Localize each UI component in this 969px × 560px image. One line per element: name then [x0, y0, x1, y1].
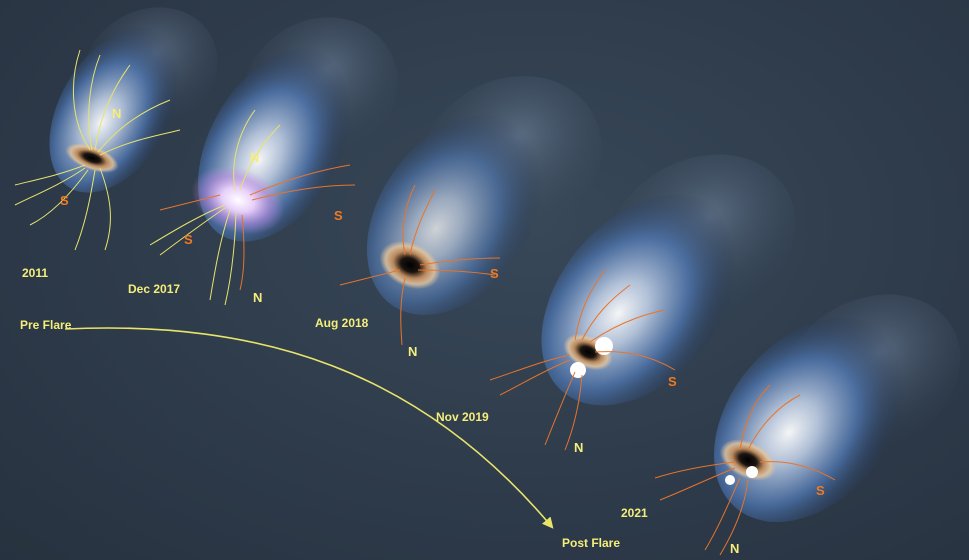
south-pole-marker: S — [816, 483, 825, 498]
north-pole-marker: N — [408, 344, 417, 359]
south-pole-marker: S — [60, 193, 69, 208]
field-lines-yellow — [149, 109, 281, 306]
field-lines-orange — [339, 184, 501, 346]
post-flare-label: Post Flare — [562, 536, 621, 550]
epoch-label-dec-2017: Dec 2017 — [128, 282, 181, 296]
pre-flare-label: Pre Flare — [20, 318, 72, 332]
field-lines-yellow — [14, 49, 181, 251]
north-pole-marker: N — [574, 440, 583, 455]
north-pole-marker-2: N — [253, 290, 262, 305]
epoch-label-2021: 2021 — [621, 506, 648, 520]
epoch-label-2011: 2011 — [22, 266, 49, 280]
pre-to-post-flare-arrow — [64, 327, 554, 529]
accretion-disk — [719, 439, 777, 481]
flare-glow — [191, 165, 285, 235]
hot-spot — [746, 466, 758, 478]
south-pole-marker: S — [184, 232, 193, 247]
epoch-2011-illustration: N S — [14, 7, 218, 251]
epoch-2021-illustration: S N — [654, 294, 961, 556]
epoch-label-aug-2018: Aug 2018 — [315, 316, 369, 330]
south-pole-marker: S — [490, 266, 499, 281]
accretion-disk — [379, 240, 441, 290]
field-lines-orange — [159, 164, 356, 291]
field-lines-orange — [654, 384, 836, 556]
epoch-label-nov-2019: Nov 2019 — [436, 410, 489, 424]
north-pole-marker: N — [730, 541, 739, 556]
field-lines-orange — [489, 269, 676, 451]
north-pole-marker: N — [112, 106, 121, 121]
north-pole-marker: N — [250, 150, 259, 165]
epoch-aug-2018-illustration: S N — [339, 75, 602, 359]
hot-spot — [725, 475, 735, 485]
accretion-disk — [65, 143, 119, 173]
epoch-dec-2017-illustration: N S S N — [149, 17, 398, 306]
epoch-nov-2019-illustration: S N — [489, 154, 796, 455]
south-pole-marker-2: S — [334, 208, 343, 223]
hot-spot — [595, 337, 613, 355]
south-pole-marker: S — [668, 374, 677, 389]
hot-spot — [570, 362, 586, 378]
